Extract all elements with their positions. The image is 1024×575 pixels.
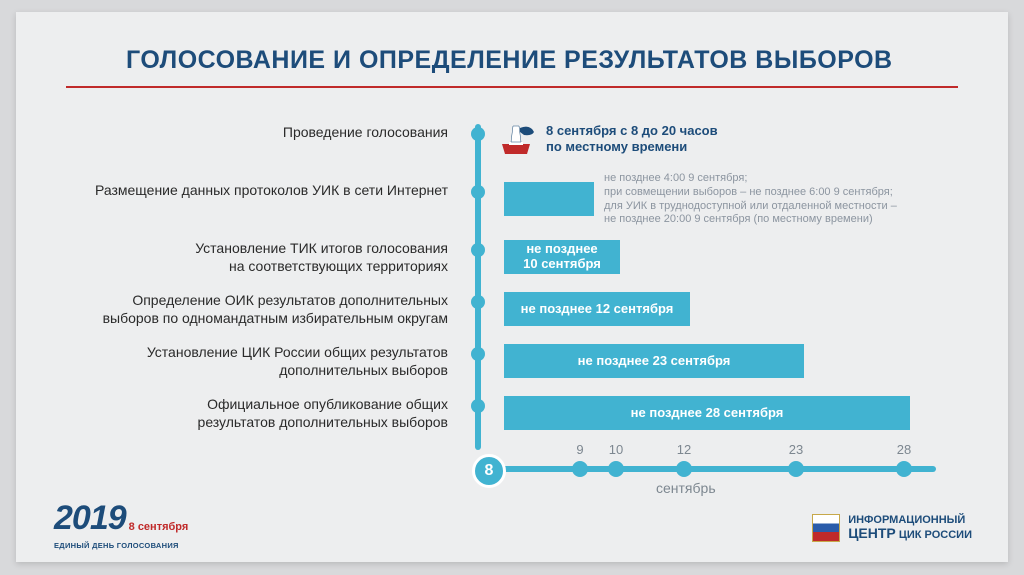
horizontal-tick [896,461,912,477]
footer-right-text: ИНФОРМАЦИОННЫЙ ЦЕНТР ЦИК РОССИИ [848,514,972,541]
row-label: Определение ОИК результатов дополнительн… [88,292,448,327]
deadline-bar: не позднее10 сентября [504,240,620,274]
ballot-box-icon [496,122,536,156]
row-label: Размещение данных протоколов УИК в сети … [88,182,448,200]
axis-tick-label: 10 [609,442,623,457]
voting-time-line2: по местному времени [546,139,718,155]
vertical-tick [471,243,485,257]
row-label: Официальное опубликование общихрезультат… [88,396,448,431]
voting-time-line1: 8 сентября с 8 до 20 часов [546,123,718,139]
footer-year: 2019 [54,499,126,538]
deadline-bar: не позднее 28 сентября [504,396,910,430]
horizontal-tick [788,461,804,477]
axis-tick-label: 12 [677,442,691,457]
footer-left-logo: 2019 8 сентября [54,499,188,538]
vertical-tick [471,185,485,199]
voting-time-text: 8 сентября с 8 до 20 часов по местному в… [546,123,718,154]
deadline-bar [504,182,594,216]
page-title: ГОЛОСОВАНИЕ И ОПРЕДЕЛЕНИЕ РЕЗУЛЬТАТОВ ВЫ… [126,46,893,75]
vertical-tick [471,399,485,413]
row1-annotation: не позднее 4:00 9 сентября; при совмещен… [604,172,897,227]
vertical-tick [471,347,485,361]
deadline-bar: не позднее 12 сентября [504,292,690,326]
voting-time-row: 8 сентября с 8 до 20 часов по местному в… [492,120,718,158]
axis-tick-label: 9 [576,442,583,457]
title-rule [66,86,958,88]
footer-right-logo: ИНФОРМАЦИОННЫЙ ЦЕНТР ЦИК РОССИИ [812,514,972,542]
row-label: Установление ЦИК России общих результато… [88,344,448,379]
footer-subtitle: ЕДИНЫЙ ДЕНЬ ГОЛОСОВАНИЯ [54,541,179,550]
axis-tick-label: 23 [789,442,803,457]
horizontal-tick [676,461,692,477]
vertical-tick [471,295,485,309]
row-label: Проведение голосования [88,124,448,142]
axis-origin-badge: 8 [472,454,506,488]
emblem-icon [812,514,840,542]
chart-area: 8 сентября с 8 до 20 часов по местному в… [492,120,962,460]
horizontal-tick [572,461,588,477]
horizontal-axis [486,466,936,472]
horizontal-tick [608,461,624,477]
footer-date: 8 сентября [129,521,189,533]
axis-tick-label: 28 [897,442,911,457]
vertical-tick [471,127,485,141]
slide-page: ГОЛОСОВАНИЕ И ОПРЕДЕЛЕНИЕ РЕЗУЛЬТАТОВ ВЫ… [16,12,1008,562]
axis-month-label: сентябрь [656,480,716,496]
deadline-bar: не позднее 23 сентября [504,344,804,378]
row-label: Установление ТИК итогов голосованияна со… [88,240,448,275]
